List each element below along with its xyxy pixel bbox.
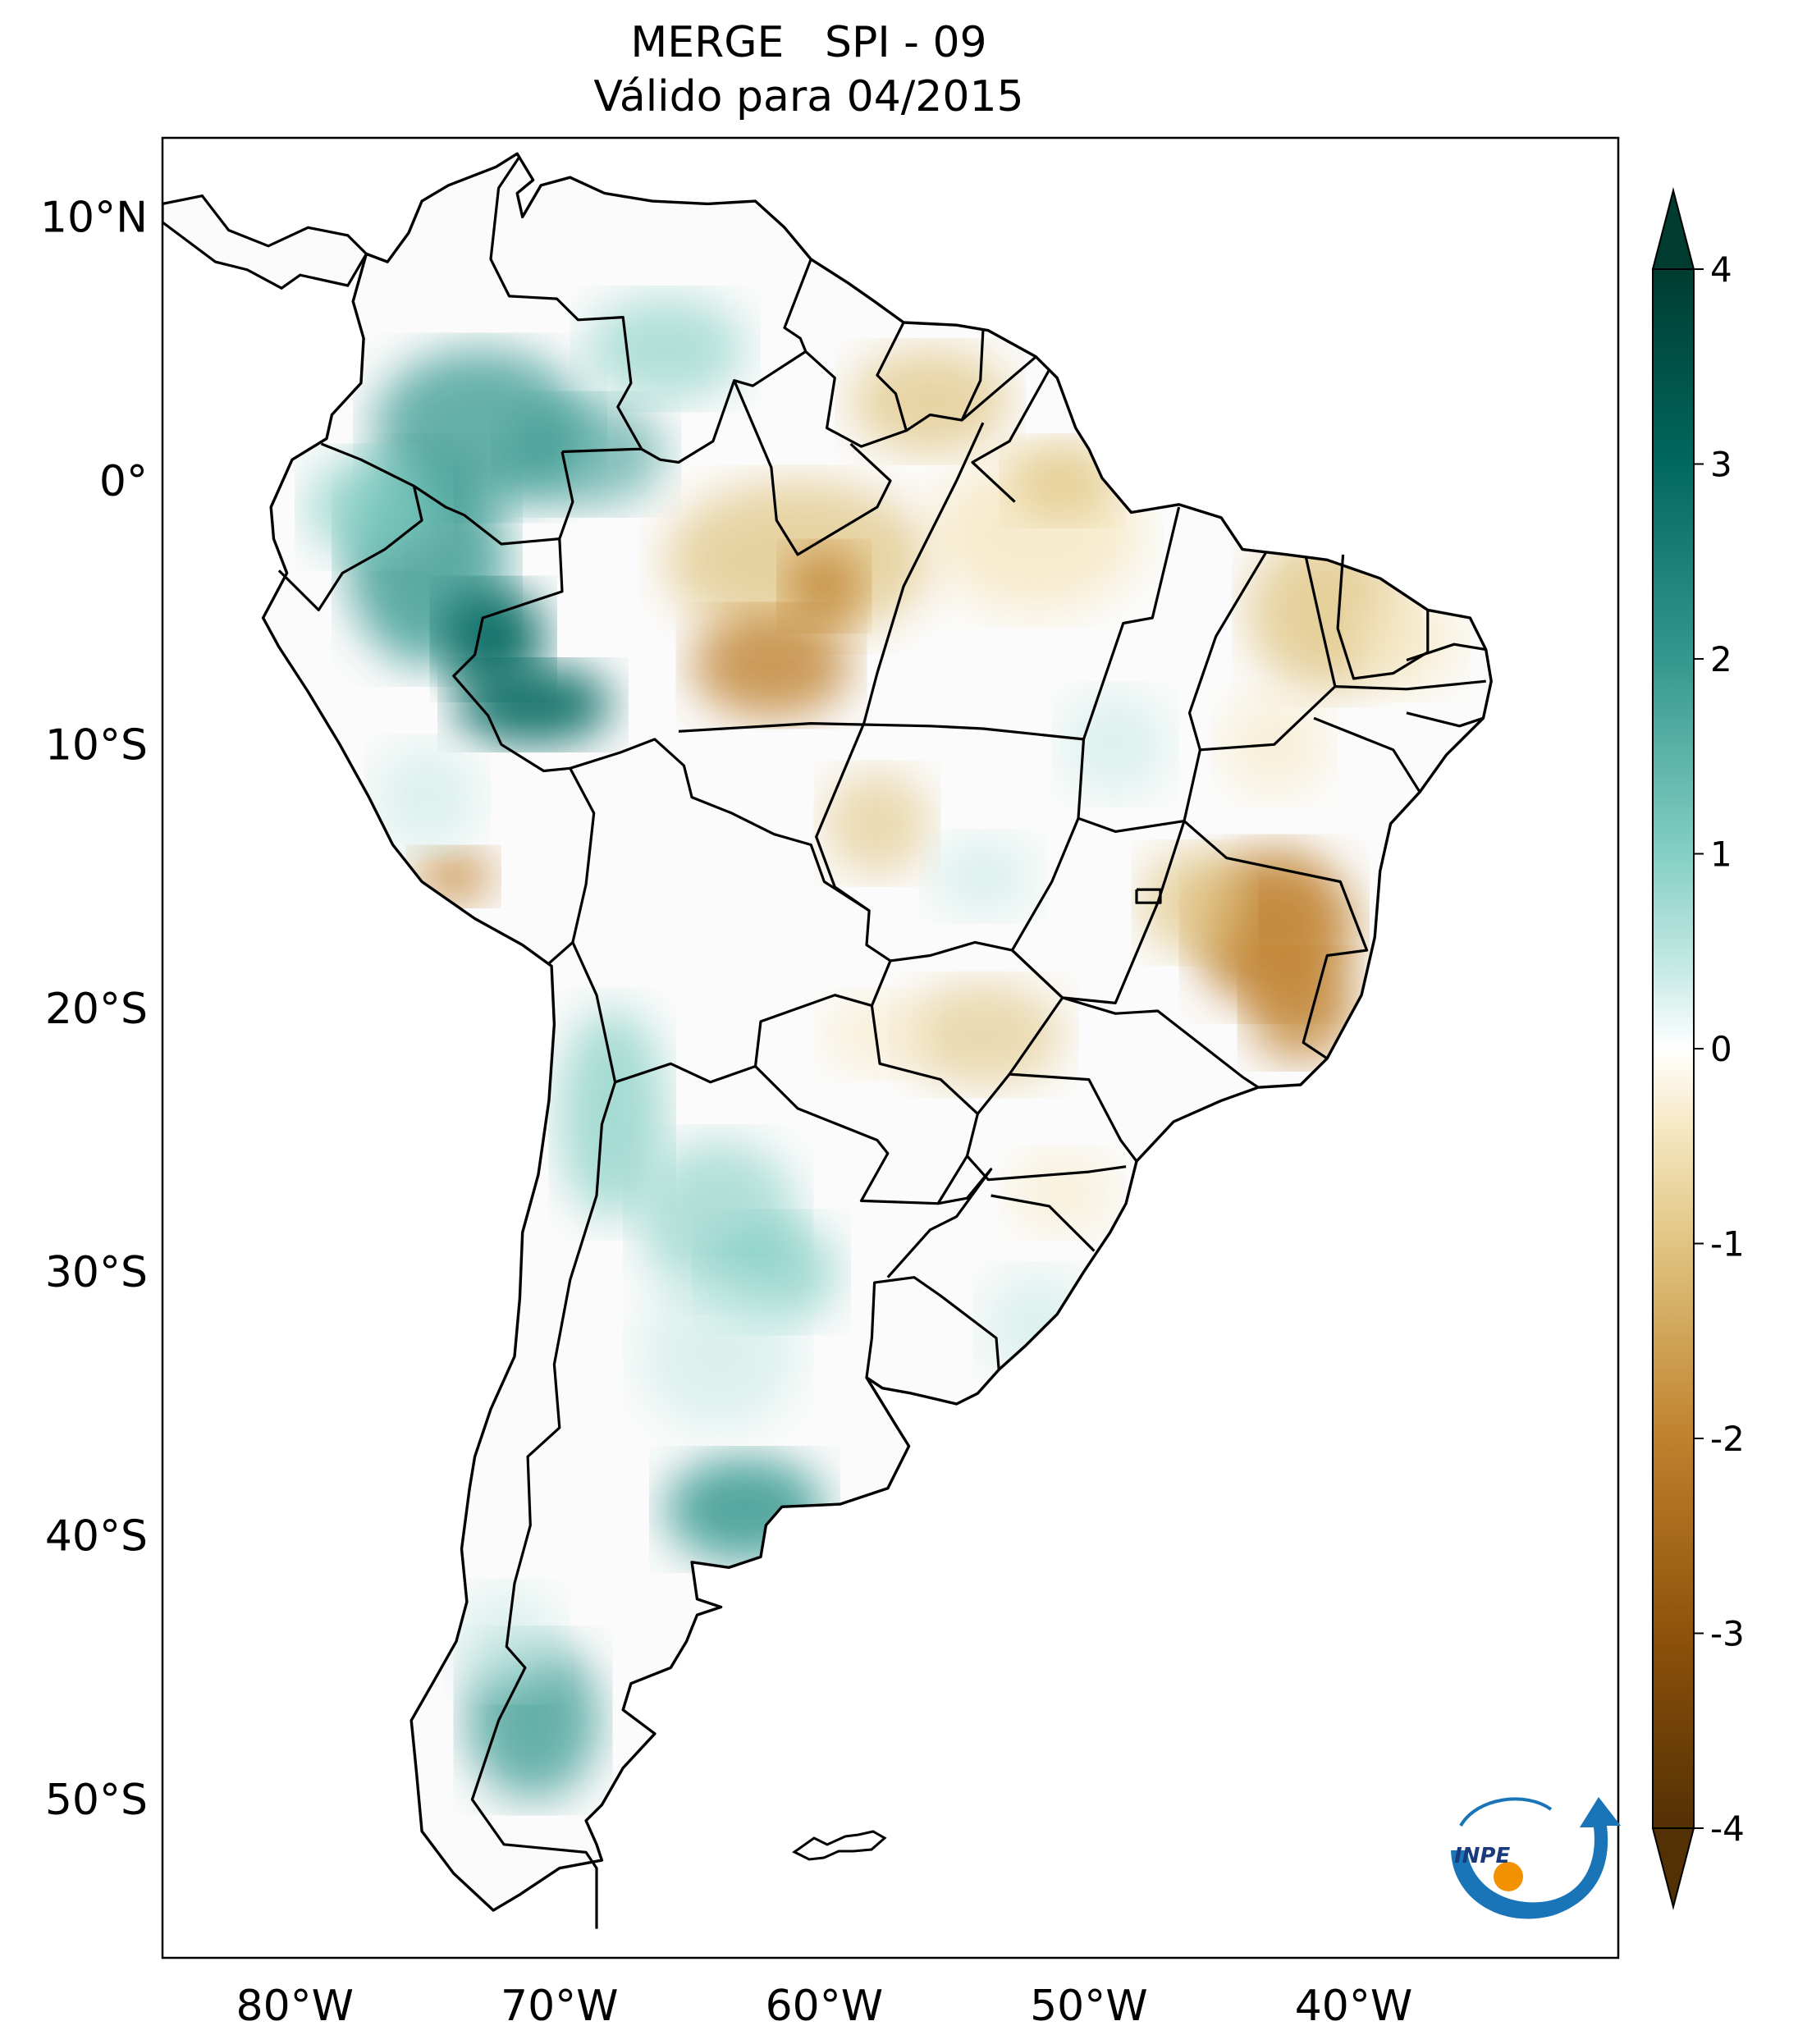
border-line <box>804 350 1037 448</box>
country-state-borders <box>277 155 1486 1929</box>
colorbar-tick-label: -3 <box>1710 1614 1745 1654</box>
colorbar-tick-label: 1 <box>1710 835 1732 875</box>
border-line <box>1334 679 1486 691</box>
longitude-tick-label: 40°W <box>1295 1982 1413 2031</box>
longitude-tick-label: 60°W <box>766 1982 884 2031</box>
latitude-tick-label: 10°S <box>45 720 148 770</box>
falkland-islands <box>792 1830 887 1861</box>
latitude-tick-labels: 10°N 0° 10°S 20°S 30°S 40°S 50°S <box>40 193 148 1825</box>
spi-anomaly-blob <box>638 1272 798 1431</box>
colorbar-tick-label: -4 <box>1710 1809 1745 1849</box>
longitude-tick-label: 80°W <box>236 1982 355 2031</box>
border-line <box>865 1276 1000 1379</box>
colorbar: 4 3 2 1 0 -1 -2 -3 -4 <box>1651 187 1745 1910</box>
spi-anomaly-blob <box>559 1008 666 1219</box>
latitude-tick-label: 20°S <box>45 985 148 1034</box>
border-line <box>570 738 892 1084</box>
spi-anomaly-blob <box>1353 586 1460 693</box>
logo-orbit <box>1459 1797 1553 1827</box>
border-line <box>1135 888 1162 904</box>
longitude-tick-label: 70°W <box>501 1982 619 2031</box>
border-line <box>277 442 423 611</box>
border-line <box>641 258 812 464</box>
border-line <box>1183 820 1369 1060</box>
spi-anomaly-blob <box>308 454 441 560</box>
spi-anomaly-blob <box>414 850 494 903</box>
spi-anomaly-blob <box>665 1456 825 1562</box>
logo-swoosh-arrow <box>1451 1797 1621 1919</box>
border-line <box>561 447 642 454</box>
spi-anomaly-blob <box>692 612 851 719</box>
border-line <box>815 722 871 912</box>
spi-anomaly-blob <box>1247 955 1354 1062</box>
border-line <box>1406 642 1486 662</box>
border-line <box>966 1155 1127 1182</box>
spi-anomaly-blob <box>506 401 666 507</box>
spi-anomaly-blob <box>586 295 745 402</box>
border-line <box>876 322 908 432</box>
border-line <box>1062 996 1260 1089</box>
colorbar-ticks: 4 3 2 1 0 -1 -2 -3 -4 <box>1694 249 1745 1849</box>
border-line <box>971 369 1050 503</box>
colorbar-body <box>1652 268 1695 1829</box>
border-line <box>862 422 985 725</box>
map-frame <box>161 136 1620 1959</box>
coastline <box>261 152 1493 1912</box>
border-line <box>960 330 985 421</box>
border-line <box>991 1194 1096 1252</box>
map-area <box>162 152 1493 1929</box>
border-line <box>733 380 892 556</box>
colorbar-extend-top <box>1651 187 1695 270</box>
spi-anomaly-blob <box>824 995 931 1075</box>
central-america-coast <box>162 194 368 290</box>
border-line <box>413 484 560 546</box>
spi-anomaly-blob <box>374 744 480 850</box>
spi-anomaly-blob <box>1009 441 1116 521</box>
latitude-tick-label: 50°S <box>45 1776 148 1825</box>
colorbar-tick-label: -1 <box>1710 1224 1745 1264</box>
longitude-tick-labels: 80°W 70°W 60°W 50°W 40°W <box>236 1982 1413 2031</box>
spi-anomaly-blob <box>824 771 931 877</box>
logo-sun-circle <box>1494 1862 1523 1891</box>
logo-text: INPE <box>1454 1844 1510 1868</box>
latitude-tick-label: 40°S <box>45 1512 148 1562</box>
spi-anomaly-blob <box>850 349 1010 455</box>
colorbar-extend-bottom <box>1651 1827 1695 1910</box>
inpe-logo: INPE <box>1451 1797 1621 1919</box>
latitude-tick-label: 10°N <box>40 193 148 242</box>
border-line <box>1082 506 1181 740</box>
border-line <box>1406 711 1485 728</box>
border-line <box>1313 716 1421 793</box>
border-line <box>886 1168 993 1278</box>
colorbar-tick-label: 3 <box>1710 445 1732 485</box>
spi-anomaly-blob <box>1062 692 1169 798</box>
map-subtitle: Válido para 04/2015 <box>593 72 1024 121</box>
border-line <box>1336 554 1430 680</box>
spi-anomaly-blob <box>785 546 864 626</box>
border-line <box>452 451 596 965</box>
map-title: MERGE SPI - 09 <box>630 18 987 67</box>
longitude-tick-label: 50°W <box>1030 1982 1148 2031</box>
colorbar-tick-label: 0 <box>1710 1029 1732 1069</box>
spi-anomaly-blob <box>930 836 1036 917</box>
colorbar-tick-label: -2 <box>1710 1419 1745 1459</box>
spi-anomaly-blob <box>904 981 1063 1088</box>
latitude-tick-label: 0° <box>99 457 148 506</box>
border-line <box>678 722 1084 741</box>
spi-anomaly-blob <box>440 586 547 693</box>
spi-anomaly-blob <box>1141 849 1248 956</box>
border-line <box>470 1081 617 1929</box>
latitude-tick-label: 30°S <box>45 1248 148 1297</box>
colorbar-tick-label: 2 <box>1710 639 1732 679</box>
colorbar-tick-label: 4 <box>1710 249 1732 290</box>
border-line <box>1077 551 1268 833</box>
border-line <box>489 155 643 450</box>
spi-anomaly-field <box>308 295 1460 1800</box>
border-line <box>1009 1072 1138 1163</box>
